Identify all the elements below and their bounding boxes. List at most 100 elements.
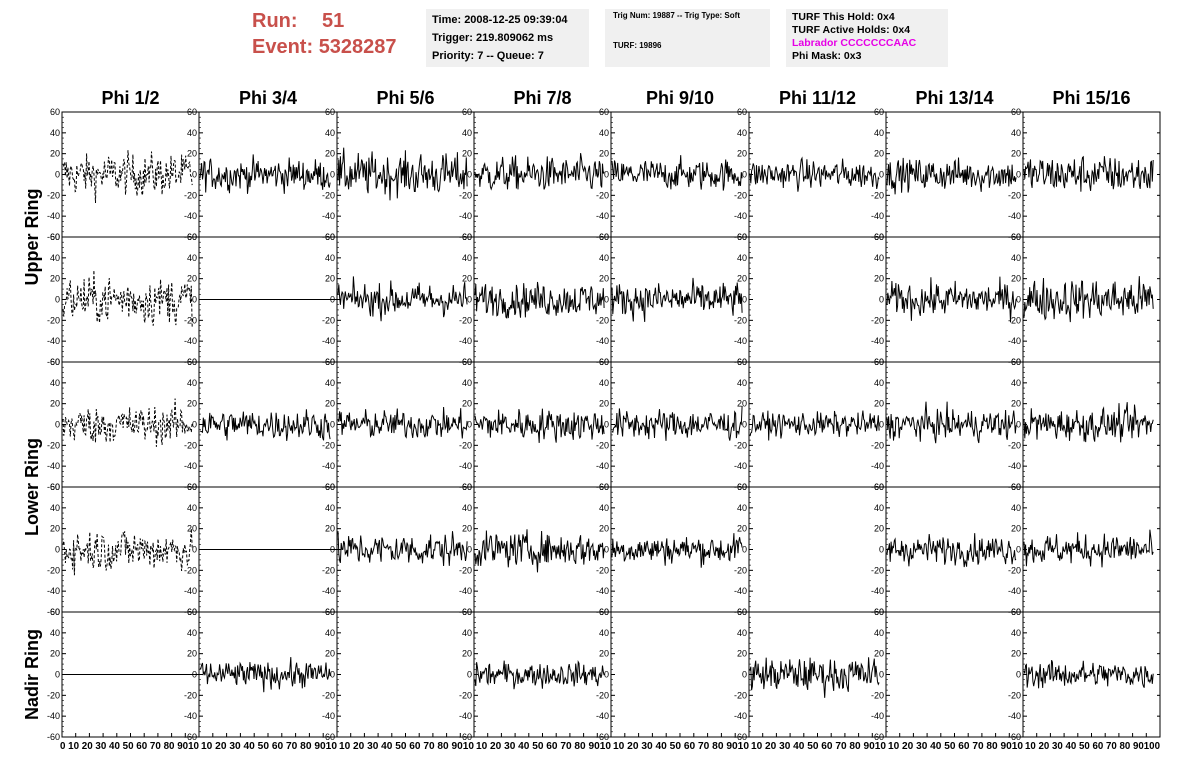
y-tick-label: 60 (1011, 107, 1021, 117)
y-tick-label: -20 (459, 440, 472, 450)
y-tick-label: 40 (187, 628, 197, 638)
y-tick-label: -40 (47, 711, 60, 721)
y-tick-label: 60 (737, 107, 747, 117)
waveform-trace (611, 155, 743, 191)
y-tick-label: 60 (50, 482, 60, 492)
y-tick-label: -40 (459, 586, 472, 596)
y-tick-label: -60 (47, 232, 60, 242)
y-tick-label: 60 (325, 107, 335, 117)
y-tick-label: 60 (325, 357, 335, 367)
y-tick-label: -20 (734, 565, 747, 575)
waveform-trace (886, 276, 1017, 323)
y-tick-label: -20 (47, 690, 60, 700)
waveform-trace (749, 657, 880, 698)
panel-frame (61, 486, 200, 613)
y-tick-label: 40 (462, 628, 472, 638)
event-value: 5328287 (318, 36, 397, 58)
y-tick-label: -20 (459, 565, 472, 575)
panel-frame (748, 111, 887, 238)
y-tick-label: 20 (1011, 649, 1021, 659)
y-tick-label: 40 (599, 128, 609, 138)
y-tick-label: 60 (50, 357, 60, 367)
trigger-info-box: Trig Num: 19887 -- Trig Type: Soft TURF:… (605, 9, 770, 67)
y-tick-label: 0 (55, 295, 60, 305)
y-tick-label: -40 (871, 711, 884, 721)
y-tick-label: 20 (1011, 274, 1021, 284)
y-tick-label: -20 (459, 690, 472, 700)
y-tick-label: 20 (462, 649, 472, 659)
panel-frame (61, 236, 200, 363)
y-tick-label: -40 (734, 336, 747, 346)
y-tick-label: 40 (1011, 378, 1021, 388)
column-title: Phi 13/14 (915, 88, 993, 108)
y-tick-label: 60 (874, 607, 884, 617)
y-tick-label: 40 (325, 253, 335, 263)
y-tick-label: 20 (50, 274, 60, 284)
waveform-trace (62, 150, 193, 204)
y-tick-label: 0 (742, 295, 747, 305)
waveform-trace (1023, 276, 1154, 323)
y-tick-label: -60 (47, 482, 60, 492)
y-tick-label: -40 (459, 211, 472, 221)
time-text: Time: 2008-12-25 09:39:04 (432, 14, 568, 26)
y-tick-label: 20 (325, 649, 335, 659)
waveform-trace (886, 401, 1017, 444)
y-tick-label: 40 (325, 628, 335, 638)
y-tick-label: -20 (734, 190, 747, 200)
y-tick-label: -40 (871, 461, 884, 471)
y-tick-label: -60 (47, 732, 60, 742)
y-tick-label: 40 (50, 378, 60, 388)
y-tick-label: 0 (192, 295, 197, 305)
panel-frame (473, 361, 612, 488)
waveform-trace (62, 528, 193, 576)
y-tick-label: 40 (462, 128, 472, 138)
y-tick-label: 60 (325, 232, 335, 242)
y-tick-label: -20 (734, 440, 747, 450)
y-tick-label: 20 (599, 399, 609, 409)
y-tick-label: -40 (322, 586, 335, 596)
y-tick-label: 0 (467, 670, 472, 680)
y-tick-label: 60 (737, 607, 747, 617)
waveform-trace (474, 659, 605, 690)
y-tick-label: 20 (599, 149, 609, 159)
y-tick-label: 60 (599, 607, 609, 617)
y-tick-label: 40 (599, 503, 609, 513)
y-tick-label: 40 (325, 503, 335, 513)
y-tick-label: 60 (187, 357, 197, 367)
y-tick-label: -20 (871, 565, 884, 575)
waveform-trace (1023, 529, 1154, 568)
y-tick-label: 40 (599, 378, 609, 388)
y-tick-label: 60 (462, 232, 472, 242)
y-tick-label: 40 (737, 628, 747, 638)
y-tick-label: 20 (737, 274, 747, 284)
y-tick-label: 20 (874, 649, 884, 659)
x-tick-label: 10 20 30 40 50 60 70 80 9010 (751, 740, 886, 752)
y-tick-label: -20 (596, 190, 609, 200)
y-tick-label: 60 (1011, 232, 1021, 242)
y-tick-label: -20 (871, 440, 884, 450)
y-tick-label: 40 (737, 253, 747, 263)
y-tick-label: 0 (604, 295, 609, 305)
y-tick-label: 60 (325, 482, 335, 492)
y-tick-label: -40 (184, 711, 197, 721)
ring-label: Upper Ring (22, 189, 42, 286)
y-tick-label: -40 (734, 211, 747, 221)
phi-mask-text: Phi Mask: 0x3 (792, 50, 862, 62)
x-tick-label: 10 20 30 40 50 60 70 80 9010 (613, 740, 749, 752)
y-tick-label: 40 (737, 503, 747, 513)
y-tick-label: 40 (1011, 253, 1021, 263)
y-tick-label: -20 (596, 440, 609, 450)
y-tick-label: -40 (47, 336, 60, 346)
y-tick-label: -40 (322, 711, 335, 721)
y-tick-label: 60 (187, 482, 197, 492)
y-tick-label: 60 (50, 607, 60, 617)
waveform-trace (474, 408, 605, 443)
waveform-trace (337, 406, 468, 439)
trig-num-text: Trig Num: 19887 -- Trig Type: Soft (613, 11, 740, 20)
y-tick-label: 0 (192, 545, 197, 555)
y-tick-label: -60 (184, 732, 197, 742)
y-tick-label: 20 (187, 149, 197, 159)
y-tick-label: -20 (184, 565, 197, 575)
y-tick-label: 40 (50, 628, 60, 638)
